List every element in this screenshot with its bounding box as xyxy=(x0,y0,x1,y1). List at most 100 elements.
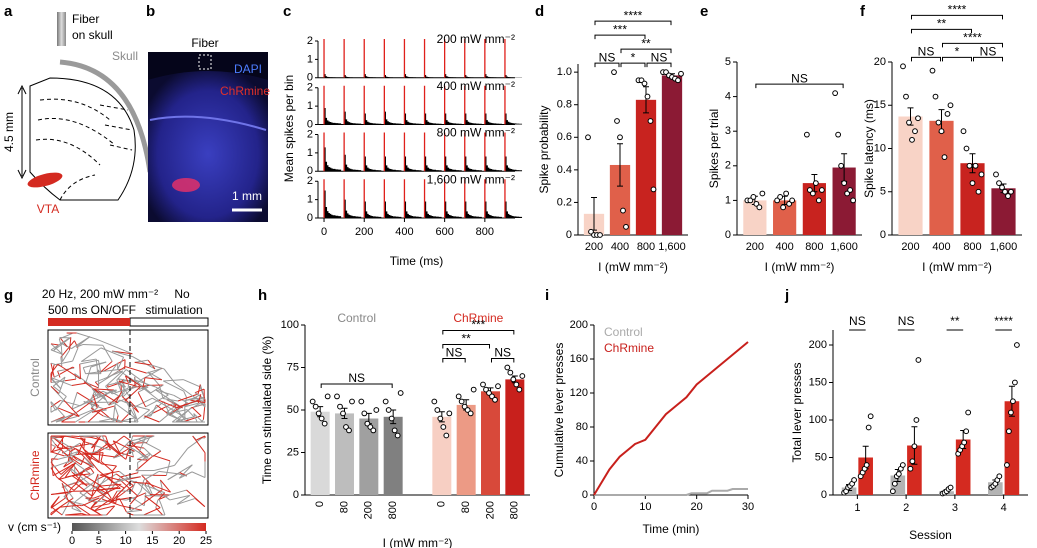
data-point xyxy=(337,403,343,410)
significance-label: *** xyxy=(613,22,627,36)
trajectory xyxy=(144,377,162,381)
data-point xyxy=(812,180,819,187)
trajectory xyxy=(183,379,201,388)
data-point xyxy=(382,398,389,405)
data-point xyxy=(780,204,787,211)
trajectory xyxy=(83,361,107,369)
data-point xyxy=(996,180,1002,187)
y-tick-label: 0 xyxy=(293,489,299,501)
spike-histogram xyxy=(464,156,482,172)
data-point xyxy=(391,427,398,434)
data-point xyxy=(996,473,1003,480)
spike-histogram xyxy=(485,113,502,125)
trajectory xyxy=(197,394,202,404)
trajectory xyxy=(176,495,191,505)
spike-histogram xyxy=(324,147,342,172)
trajectory xyxy=(118,370,137,383)
trajectory xyxy=(106,362,119,379)
x-tick-label: 800 xyxy=(509,501,521,519)
trajectory xyxy=(90,392,109,409)
error-bar xyxy=(617,143,623,187)
trajectory xyxy=(50,467,58,478)
significance-label: **** xyxy=(963,30,982,44)
x-tick-label: 1,600 xyxy=(830,241,858,253)
y-tick-label: 100 xyxy=(281,319,299,331)
trajectory xyxy=(71,460,91,475)
trajectory xyxy=(61,483,69,500)
trajectory xyxy=(178,464,193,479)
depth-arrow xyxy=(17,84,27,180)
trajectory xyxy=(96,489,116,504)
data-point xyxy=(783,190,790,197)
y-axis-label: Cumulative lever presses xyxy=(552,343,566,478)
trajectory xyxy=(101,498,122,507)
trajectory xyxy=(98,454,115,458)
trajectory xyxy=(72,347,79,362)
error-bar xyxy=(643,86,649,114)
data-point xyxy=(394,432,401,439)
data-point xyxy=(777,194,784,200)
significance-label: **** xyxy=(994,314,1013,328)
stim-label: 500 ms ON/OFF xyxy=(48,303,136,317)
x-tick-label: 0 xyxy=(591,501,597,513)
x-tick-label: 800 xyxy=(637,241,655,253)
trajectory xyxy=(63,496,82,513)
trajectory xyxy=(174,382,199,401)
trajectory xyxy=(132,397,153,409)
y-tick-label: 2 xyxy=(307,128,313,140)
data-point xyxy=(1002,188,1008,195)
trajectory xyxy=(186,409,195,418)
data-point xyxy=(907,465,914,472)
line-series xyxy=(593,341,749,496)
data-point xyxy=(818,187,825,193)
data-point xyxy=(863,462,870,468)
panel-a: Fiber on skull Skull 4.5 mm VTA xyxy=(2,12,153,216)
spike-histogram xyxy=(505,74,523,78)
x-tick-label: 400 xyxy=(395,226,413,238)
trajectory xyxy=(155,386,169,396)
significance-label: NS xyxy=(918,44,935,58)
significance-label: NS xyxy=(898,314,915,328)
trajectory xyxy=(117,356,125,370)
trajectory xyxy=(50,343,64,355)
trajectory xyxy=(143,447,154,457)
brain-detail xyxy=(35,98,133,201)
data-point xyxy=(932,93,939,100)
trajectory xyxy=(159,479,171,493)
legend-label: Control xyxy=(604,325,643,339)
spike-histogram xyxy=(344,111,362,125)
data-point xyxy=(370,427,377,434)
trajectory xyxy=(83,401,107,411)
trajectory xyxy=(97,389,118,404)
spike-histogram xyxy=(444,74,462,78)
trajectory xyxy=(92,394,98,409)
trajectory xyxy=(79,359,99,365)
significance-label: ** xyxy=(641,36,651,50)
trajectory xyxy=(165,460,171,476)
trajectory xyxy=(50,497,66,509)
trajectory xyxy=(90,407,104,417)
trajectory xyxy=(79,504,82,507)
trajectory xyxy=(53,373,60,378)
data-point xyxy=(397,390,404,396)
significance-label: NS xyxy=(651,50,668,64)
trajectory xyxy=(50,401,65,417)
skull-label: Skull xyxy=(112,49,138,63)
data-point xyxy=(999,184,1005,191)
data-point xyxy=(966,162,973,169)
trajectory xyxy=(183,391,187,398)
trajectory xyxy=(82,497,100,506)
data-point xyxy=(899,462,906,468)
trajectory xyxy=(159,479,163,490)
significance-bracket xyxy=(942,56,972,62)
trajectory xyxy=(64,435,86,441)
trajectory xyxy=(117,378,126,388)
trajectory xyxy=(192,435,206,453)
x-tick-label: 4 xyxy=(1001,502,1007,514)
panel-label: j xyxy=(784,287,789,304)
panel-label: a xyxy=(4,3,13,20)
data-point xyxy=(756,204,763,211)
data-point xyxy=(334,393,340,400)
trajectory xyxy=(137,386,149,393)
significance-bracket xyxy=(442,330,515,335)
